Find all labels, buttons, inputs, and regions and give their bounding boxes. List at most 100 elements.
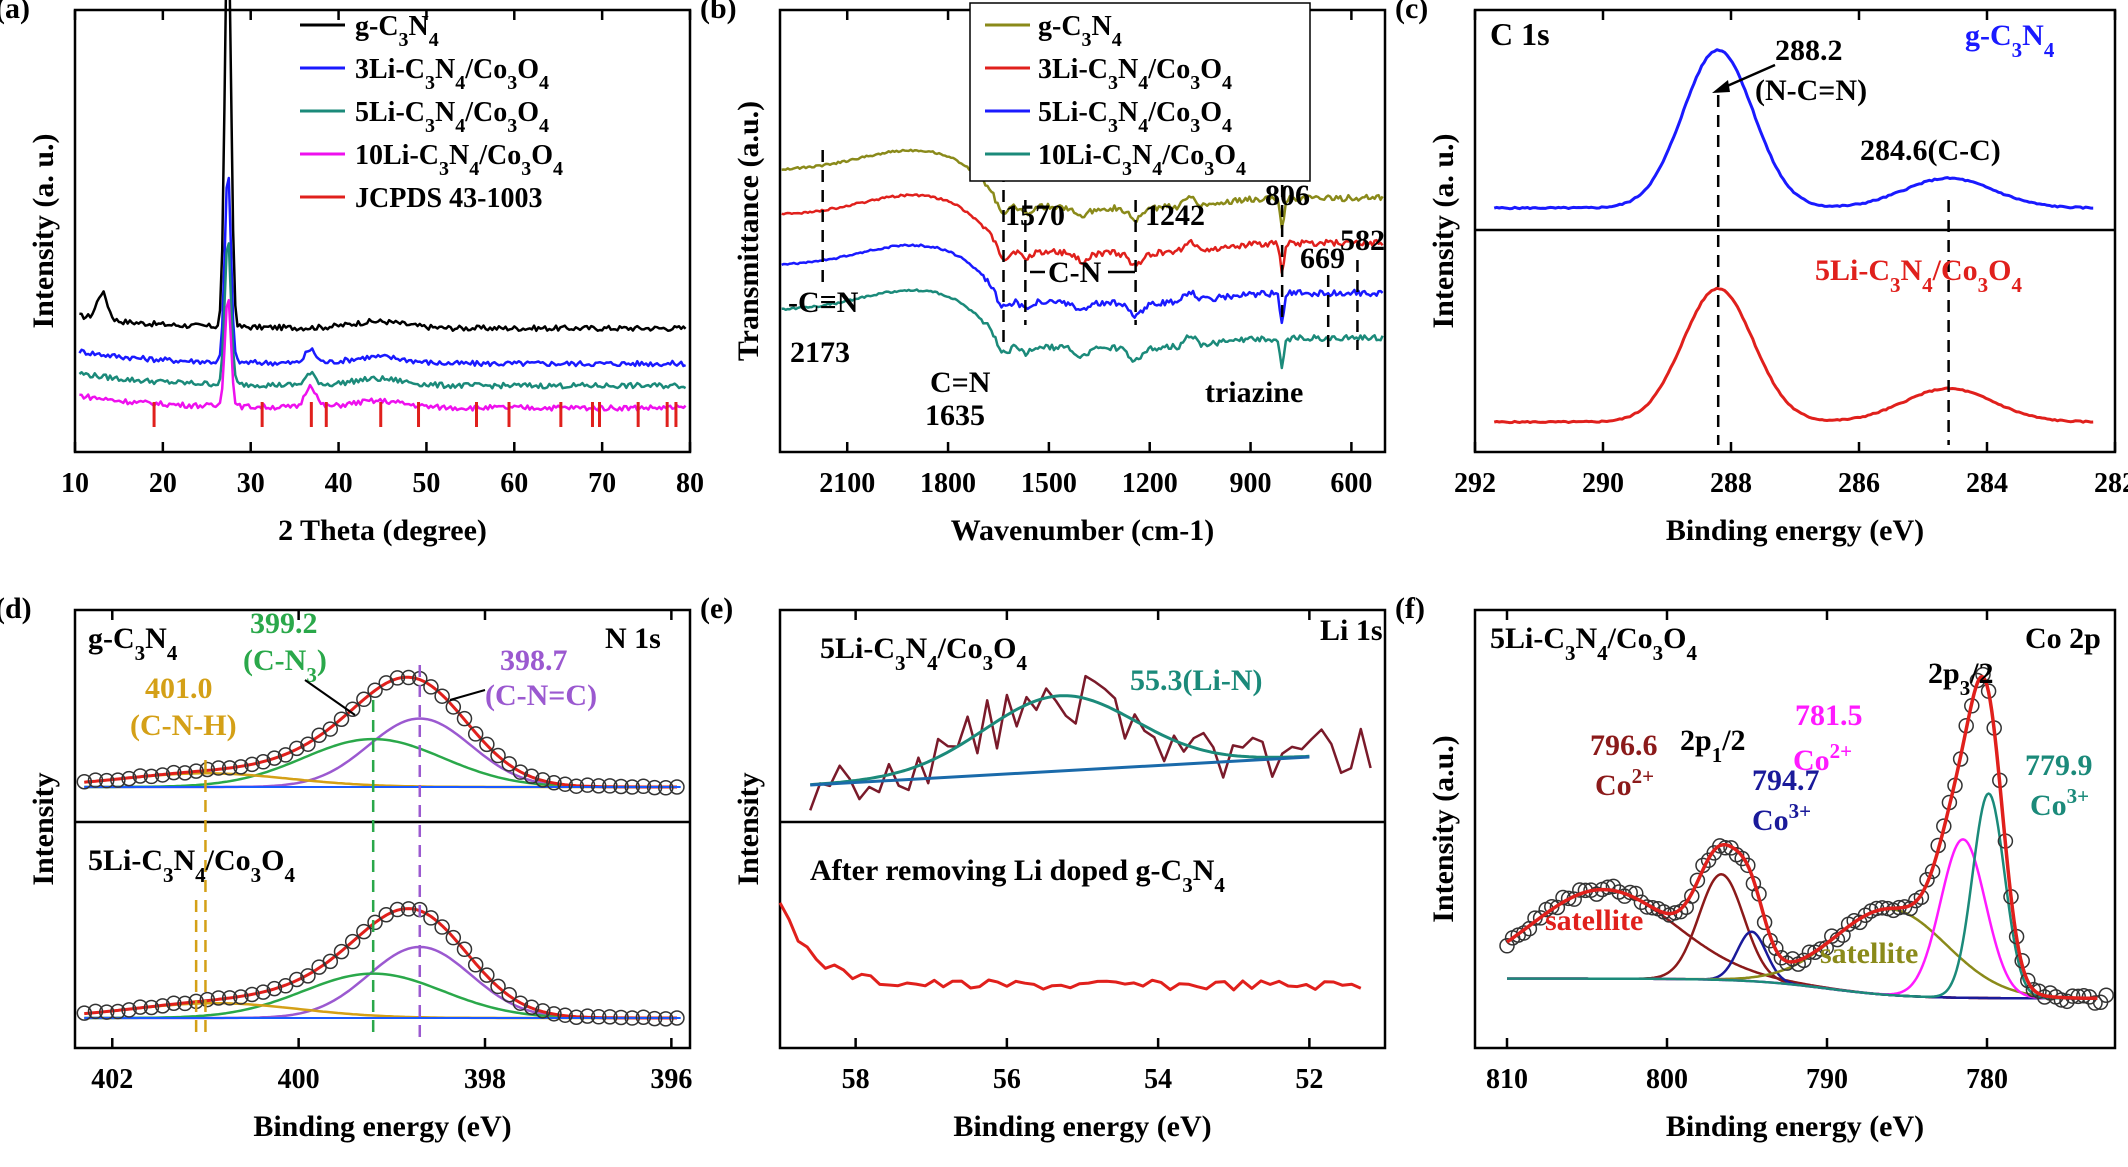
series-label: g-C3N4 — [1965, 19, 2055, 62]
data-point — [367, 682, 383, 698]
data-point — [590, 1009, 607, 1025]
x-tick-label: 396 — [650, 1064, 692, 1095]
xrd-series-1 — [78, 176, 687, 368]
data-point — [1644, 900, 1661, 916]
data-point — [266, 750, 283, 766]
data-point — [512, 995, 529, 1011]
y-axis-label: Intensity (a. u.) — [1427, 133, 1460, 328]
series-label: 5Li-C3N4/Co3O4 — [88, 844, 296, 887]
panel-title: Co 2p — [2025, 622, 2101, 655]
data-point — [479, 967, 495, 983]
data-point — [602, 1009, 618, 1025]
annotation-text: (C-N3) — [243, 644, 327, 687]
annotation-text: Co3+ — [2030, 784, 2089, 822]
annotation-text: 401.0 — [145, 672, 213, 705]
data-point — [166, 995, 182, 1011]
annotation-text: -C≡N — [788, 286, 859, 319]
data-point — [2053, 992, 2070, 1008]
data-point — [523, 999, 540, 1015]
annotation-text: C=N — [930, 366, 991, 399]
annotation-text: (C-N-H) — [130, 709, 237, 742]
data-point — [669, 779, 685, 795]
data-point — [188, 763, 204, 779]
data-point — [333, 943, 350, 960]
x-tick-label: 54 — [1144, 1064, 1172, 1095]
data-point — [121, 770, 137, 787]
data-point — [434, 688, 450, 704]
data-point — [1740, 857, 1756, 874]
x-axis-label: Binding energy (eV) — [1666, 514, 1924, 547]
data-point — [110, 772, 126, 788]
data-point — [613, 778, 629, 795]
x-tick-label: 2100 — [819, 468, 875, 499]
series-label: g-C3N4 — [88, 622, 178, 665]
annotation-text: 1570 — [1005, 199, 1065, 232]
data-point — [166, 764, 182, 781]
data-point — [635, 778, 652, 795]
x-tick-label: 10 — [61, 468, 89, 499]
data-point — [210, 990, 227, 1006]
x-tick-label: 1500 — [1021, 468, 1077, 499]
data-point — [590, 778, 607, 794]
x-tick-label: 282 — [2094, 468, 2128, 499]
x-tick-label: 286 — [1838, 468, 1880, 499]
data-point — [1773, 950, 1790, 966]
x-axis-label: 2 Theta (degree) — [278, 514, 487, 547]
data-point — [221, 760, 238, 776]
x-tick-label: 900 — [1230, 468, 1272, 499]
y-axis-label: Intensity (a.u.) — [1427, 735, 1460, 923]
data-point — [535, 1003, 551, 1019]
data-point — [300, 736, 316, 752]
legend-label: 10Li-C3N4/Co3O4 — [355, 140, 563, 180]
data-point — [344, 933, 361, 950]
annotation-text: 2p1/2 — [1680, 724, 1746, 767]
fit-envelope — [1506, 674, 2098, 1001]
legend-label: 3Li-C3N4/Co3O4 — [1038, 54, 1232, 94]
data-point — [2020, 972, 2036, 989]
annotation-text: 806 — [1265, 179, 1310, 212]
data-point — [602, 778, 618, 794]
data-point — [646, 779, 663, 796]
data-point — [110, 1003, 126, 1020]
x-tick-label: 288 — [1710, 468, 1752, 499]
annotation-text: (N-C=N) — [1755, 74, 1867, 107]
data-point — [367, 914, 383, 931]
data-point — [512, 764, 529, 780]
data-point — [658, 1011, 674, 1027]
data-point — [132, 999, 148, 1015]
raw-spectrum — [809, 674, 1372, 811]
x-tick-label: 60 — [500, 468, 528, 499]
data-point — [199, 991, 216, 1008]
y-axis-label: Intensity (a. u.) — [27, 133, 60, 328]
data-point — [579, 1008, 596, 1024]
data-point — [624, 779, 640, 795]
data-point — [221, 990, 238, 1006]
x-tick-label: 292 — [1454, 468, 1496, 499]
data-point — [1913, 889, 1930, 905]
annotation-text: 398.7 — [500, 644, 568, 677]
data-point — [467, 957, 484, 973]
data-point — [434, 919, 450, 935]
series-label: After removing Li doped g-C3N4 — [810, 854, 1225, 897]
annotation-text: 781.5 — [1795, 699, 1863, 732]
data-point — [490, 747, 506, 764]
data-point — [535, 772, 551, 788]
data-point — [87, 772, 104, 788]
data-point — [2076, 987, 2092, 1004]
data-point — [1499, 938, 1515, 954]
data-point — [2025, 981, 2042, 998]
data-point — [1768, 940, 1784, 956]
annotation-text: 794.7 — [1752, 764, 1820, 797]
data-point — [423, 679, 439, 695]
annotation-arrow — [449, 689, 486, 701]
data-point — [233, 989, 249, 1005]
annotation-text: 288.2 — [1775, 34, 1843, 67]
x-tick-label: 800 — [1646, 1064, 1688, 1095]
data-point — [669, 1010, 685, 1026]
data-point — [255, 754, 271, 770]
y-axis-label: Intensity — [732, 772, 765, 885]
data-point — [400, 669, 417, 686]
data-point — [1857, 907, 1874, 924]
data-point — [646, 1010, 663, 1027]
data-point — [579, 777, 596, 793]
